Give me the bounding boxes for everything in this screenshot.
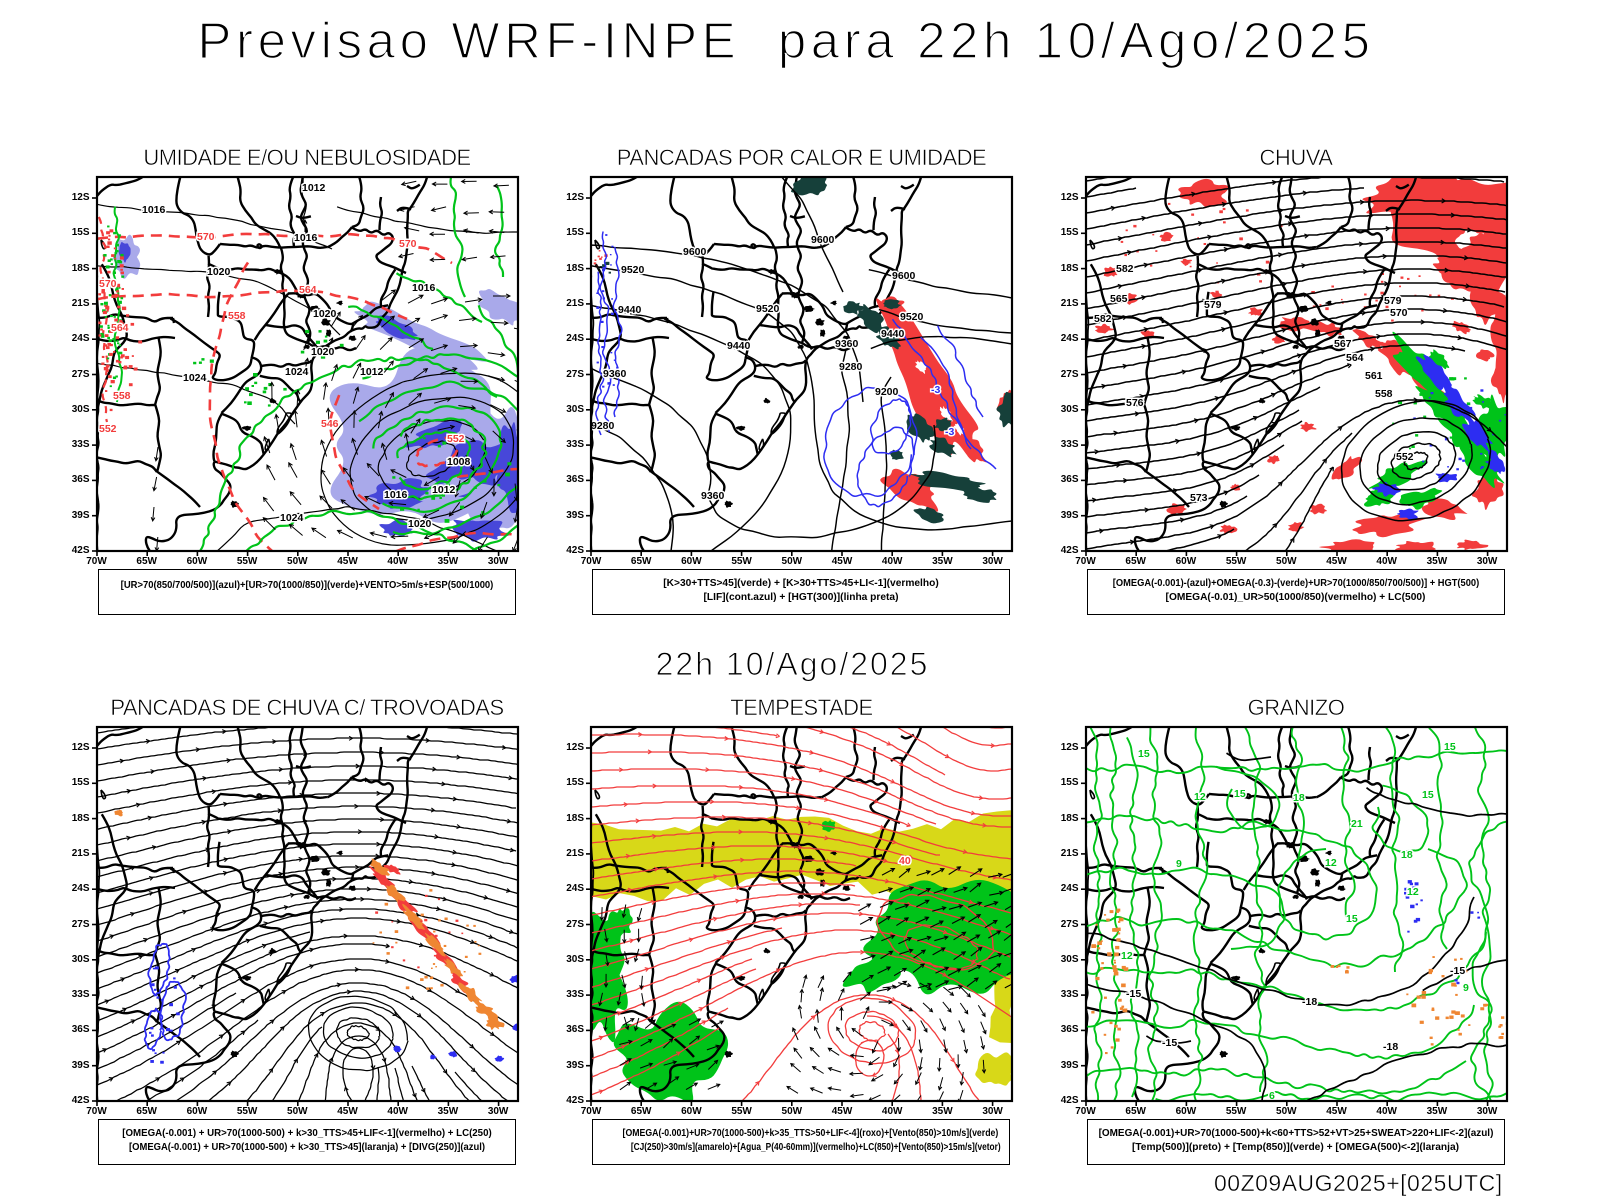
svg-text:558: 558 [113, 390, 131, 402]
svg-text:1016: 1016 [142, 204, 166, 216]
svg-text:573: 573 [1190, 492, 1208, 504]
svg-text:1020: 1020 [313, 308, 337, 320]
svg-text:-3: -3 [931, 384, 940, 396]
svg-text:570: 570 [99, 278, 117, 290]
svg-text:-18: -18 [1383, 1041, 1398, 1053]
svg-text:558: 558 [228, 310, 246, 322]
svg-text:558: 558 [1375, 388, 1393, 400]
svg-text:6: 6 [1269, 1090, 1275, 1102]
svg-text:15: 15 [1422, 789, 1434, 801]
svg-text:-18: -18 [1302, 996, 1317, 1008]
svg-text:9520: 9520 [900, 311, 924, 323]
svg-text:9360: 9360 [835, 338, 859, 350]
svg-text:576: 576 [1126, 397, 1144, 409]
svg-text:567: 567 [1334, 338, 1352, 350]
svg-text:9440: 9440 [727, 340, 751, 352]
svg-text:15: 15 [1346, 913, 1358, 925]
svg-text:15: 15 [1138, 748, 1150, 760]
svg-text:1024: 1024 [285, 366, 309, 378]
svg-text:570: 570 [1390, 307, 1408, 319]
svg-text:9: 9 [1463, 982, 1469, 994]
svg-text:9600: 9600 [683, 246, 707, 258]
svg-text:9200: 9200 [875, 386, 899, 398]
svg-text:-15: -15 [1450, 965, 1465, 977]
svg-text:15: 15 [1444, 741, 1456, 753]
svg-text:12: 12 [1121, 950, 1133, 962]
svg-text:-3: -3 [945, 426, 954, 438]
svg-text:1024: 1024 [183, 372, 207, 384]
svg-text:18: 18 [1401, 849, 1413, 861]
svg-text:1012: 1012 [360, 366, 384, 378]
svg-text:40: 40 [899, 855, 911, 867]
svg-text:552: 552 [447, 433, 465, 445]
svg-text:9280: 9280 [591, 420, 615, 432]
svg-text:9600: 9600 [892, 270, 916, 282]
svg-text:12: 12 [1407, 886, 1419, 898]
svg-text:12: 12 [1194, 791, 1206, 803]
svg-text:18: 18 [1293, 792, 1305, 804]
svg-text:565: 565 [1110, 293, 1128, 305]
svg-text:570: 570 [197, 231, 215, 243]
svg-text:564: 564 [299, 284, 317, 296]
svg-text:582: 582 [1116, 263, 1134, 275]
svg-text:1012: 1012 [302, 182, 326, 194]
svg-text:564: 564 [1346, 352, 1364, 364]
svg-text:1012: 1012 [432, 484, 456, 496]
svg-text:552: 552 [99, 423, 117, 435]
svg-text:546: 546 [321, 418, 339, 430]
svg-text:21: 21 [1351, 818, 1363, 830]
svg-text:-15: -15 [1162, 1037, 1177, 1049]
svg-text:579: 579 [1384, 295, 1402, 307]
svg-text:579: 579 [1204, 299, 1222, 311]
svg-text:1020: 1020 [207, 266, 231, 278]
svg-text:1008: 1008 [447, 456, 471, 468]
svg-text:564: 564 [111, 322, 129, 334]
svg-text:15: 15 [1234, 788, 1246, 800]
svg-text:1016: 1016 [294, 232, 318, 244]
svg-text:561: 561 [1365, 370, 1383, 382]
svg-text:552: 552 [1396, 451, 1414, 463]
svg-text:570: 570 [399, 238, 417, 250]
svg-text:9: 9 [1176, 858, 1182, 870]
svg-text:9440: 9440 [618, 304, 642, 316]
svg-text:9600: 9600 [811, 234, 835, 246]
svg-text:9440: 9440 [881, 328, 905, 340]
svg-text:1020: 1020 [311, 346, 335, 358]
svg-text:9520: 9520 [756, 303, 780, 315]
svg-text:9520: 9520 [621, 264, 645, 276]
svg-text:1020: 1020 [408, 518, 432, 530]
svg-text:-15: -15 [1126, 988, 1141, 1000]
svg-text:9360: 9360 [603, 368, 627, 380]
svg-text:1016: 1016 [384, 489, 408, 501]
svg-text:1016: 1016 [412, 282, 436, 294]
svg-text:12: 12 [1325, 857, 1337, 869]
svg-text:9360: 9360 [701, 490, 725, 502]
svg-text:582: 582 [1094, 313, 1112, 325]
svg-text:9280: 9280 [839, 361, 863, 373]
svg-text:1024: 1024 [280, 512, 304, 524]
